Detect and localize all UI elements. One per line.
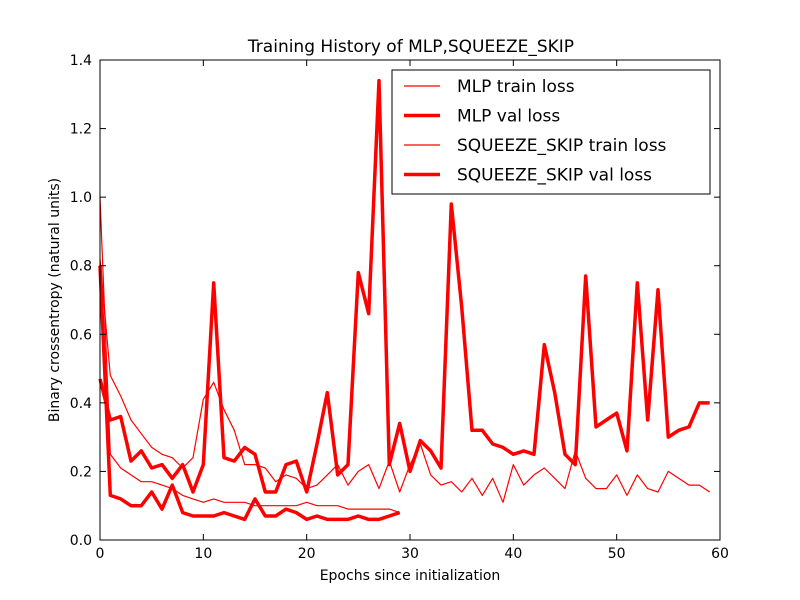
legend-box [391,69,711,195]
chart-title: Training History of MLP,SQUEEZE_SKIP [247,37,574,57]
x-tick-label: 20 [298,546,316,562]
plot-area [98,78,711,522]
series-line-1 [99,258,711,503]
legend-label: SQUEEZE_SKIP val loss [457,166,652,186]
y-tick-label: 1.4 [70,53,92,69]
legend: MLP train loss MLP val loss SQUEEZE_SKIP t… [391,69,711,195]
y-axis-label: Binary crossentropy (natural units) [47,178,63,422]
series-line-4 [98,265,401,522]
legend-label: SQUEEZE_SKIP train loss [457,136,667,156]
series-line-2 [98,78,710,494]
y-tick-label: 1.0 [70,190,92,206]
x-axis: 0 10 20 30 40 50 60 [96,60,729,562]
x-tick-label: 30 [401,546,419,562]
y-axis: 0.0 0.2 0.4 0.6 0.8 1.0 1.2 1.4 [70,53,720,549]
x-axis-label: Epochs since initialization [320,568,501,584]
x-tick-label: 0 [96,546,105,562]
x-tick-label: 50 [608,546,626,562]
x-tick-label: 10 [194,546,212,562]
x-tick-label: 40 [504,546,522,562]
legend-label: MLP val loss [457,107,560,127]
legend-label: MLP train loss [457,77,575,97]
x-tick-label: 60 [711,546,729,562]
y-tick-label: 1.2 [70,122,92,138]
series-line-3 [99,197,400,514]
y-tick-label: 0.6 [70,327,92,343]
y-tick-label: 0.2 [70,464,92,480]
y-tick-label: 0.8 [70,259,92,275]
y-tick-label: 0.0 [70,533,92,549]
y-tick-label: 0.4 [70,396,92,412]
